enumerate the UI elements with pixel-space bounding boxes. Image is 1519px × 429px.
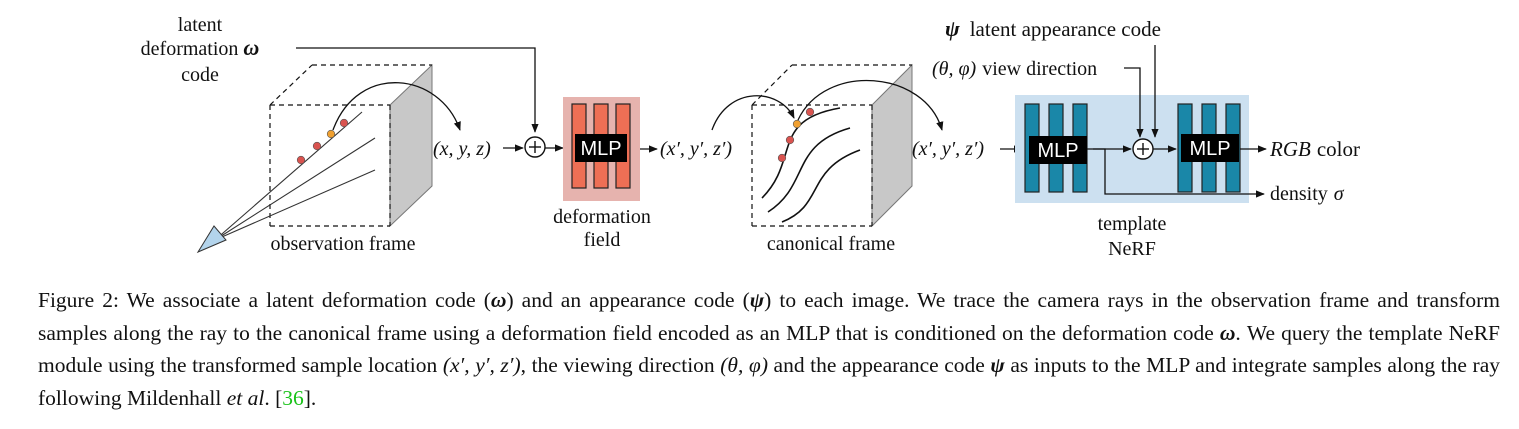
template-nerf-label-line2: NeRF [1108,238,1156,260]
camera-ray [214,111,363,241]
latent-label-line3: code [181,64,219,86]
template-nerf-label-line1: template [1098,213,1167,235]
latent-label-line1: latent [178,14,223,36]
canonical-cube [751,63,913,228]
caption-text: ]. [303,385,317,410]
sample-point [805,107,815,117]
rgb-color-label: RGB color [1269,137,1360,161]
citation-link[interactable]: 36 [282,385,304,410]
warped-ray [767,127,851,213]
sample-point [785,135,795,145]
caption-omega: ω [1219,320,1236,345]
xyz-prime-label-2: (x′, y′, z′) [912,138,984,160]
density-label: density σ [1270,183,1345,205]
caption-text: ) and an appearance code ( [506,288,750,312]
deformation-field-label-line2: field [584,229,621,251]
deformation-field-label-line1: deformation [553,206,651,228]
deformation-mlp-label: MLP [580,138,621,160]
canonical-frame-label: canonical frame [767,233,895,255]
concat-plus-node [524,136,546,158]
sample-to-xyz-arrow [332,82,461,131]
warped-ray [761,107,841,199]
sample-point [312,141,322,151]
caption-xyz-prime: (x′, y′, z′) [442,353,521,377]
camera-icon [196,225,227,254]
caption-text: , the viewing direction [520,353,721,377]
observation-cube [269,63,433,228]
sample-point [792,119,802,129]
latent-label-line2: deformation ω [141,35,260,60]
nerf-mlp-label-2: MLP [1189,138,1230,160]
caption-text: ) to each image. We trace the camera ray… [38,288,1500,345]
warped-ray [781,149,861,223]
view-to-plus-arrow [1124,67,1144,138]
xyz-label: (x, y, z) [433,138,491,160]
caption-psi: ψ [749,288,765,312]
caption-text: as inputs to the MLP and integrate sampl… [38,353,1500,410]
view-direction-label: (θ, φ) view direction [932,58,1097,80]
nerf-mlp-label-1: MLP [1037,140,1078,162]
caption-text: . [ [264,385,283,410]
camera-ray [214,169,376,241]
sample-point [339,118,349,128]
xyzp-to-canonical-arrow [711,95,795,131]
method-diagram: latent deformation ω code observation fra… [141,14,1360,260]
caption-et-al: et al [226,385,265,410]
xyz-prime-label: (x′, y′, z′) [660,138,732,160]
caption-theta-phi: (θ, φ) [720,353,768,377]
figure-caption: Figure 2: We associate a latent deformat… [38,284,1500,414]
deformation-mlp-block: MLP [563,97,640,201]
appearance-code-label: ψ latent appearance code [945,16,1161,41]
sample-point [777,153,787,163]
appearance-plus-node [1132,138,1154,160]
camera-ray [214,137,376,241]
caption-psi: ψ [990,353,1005,377]
latent-to-plus-arrow [296,47,539,133]
canonical-to-xyzp-arrow [797,79,944,131]
sample-point [296,155,306,165]
caption-text: and the appearance code [767,353,991,377]
observation-frame-label: observation frame [271,233,416,255]
mlp1-to-density-arrow [1093,148,1265,198]
sample-point [326,129,336,139]
caption-text: . We query the template NeRF module usin… [38,320,1500,378]
caption-text: Figure 2: We associate a latent deformat… [38,288,491,312]
caption-omega: ω [490,288,507,312]
template-nerf-block: MLP MLP [1015,95,1249,203]
